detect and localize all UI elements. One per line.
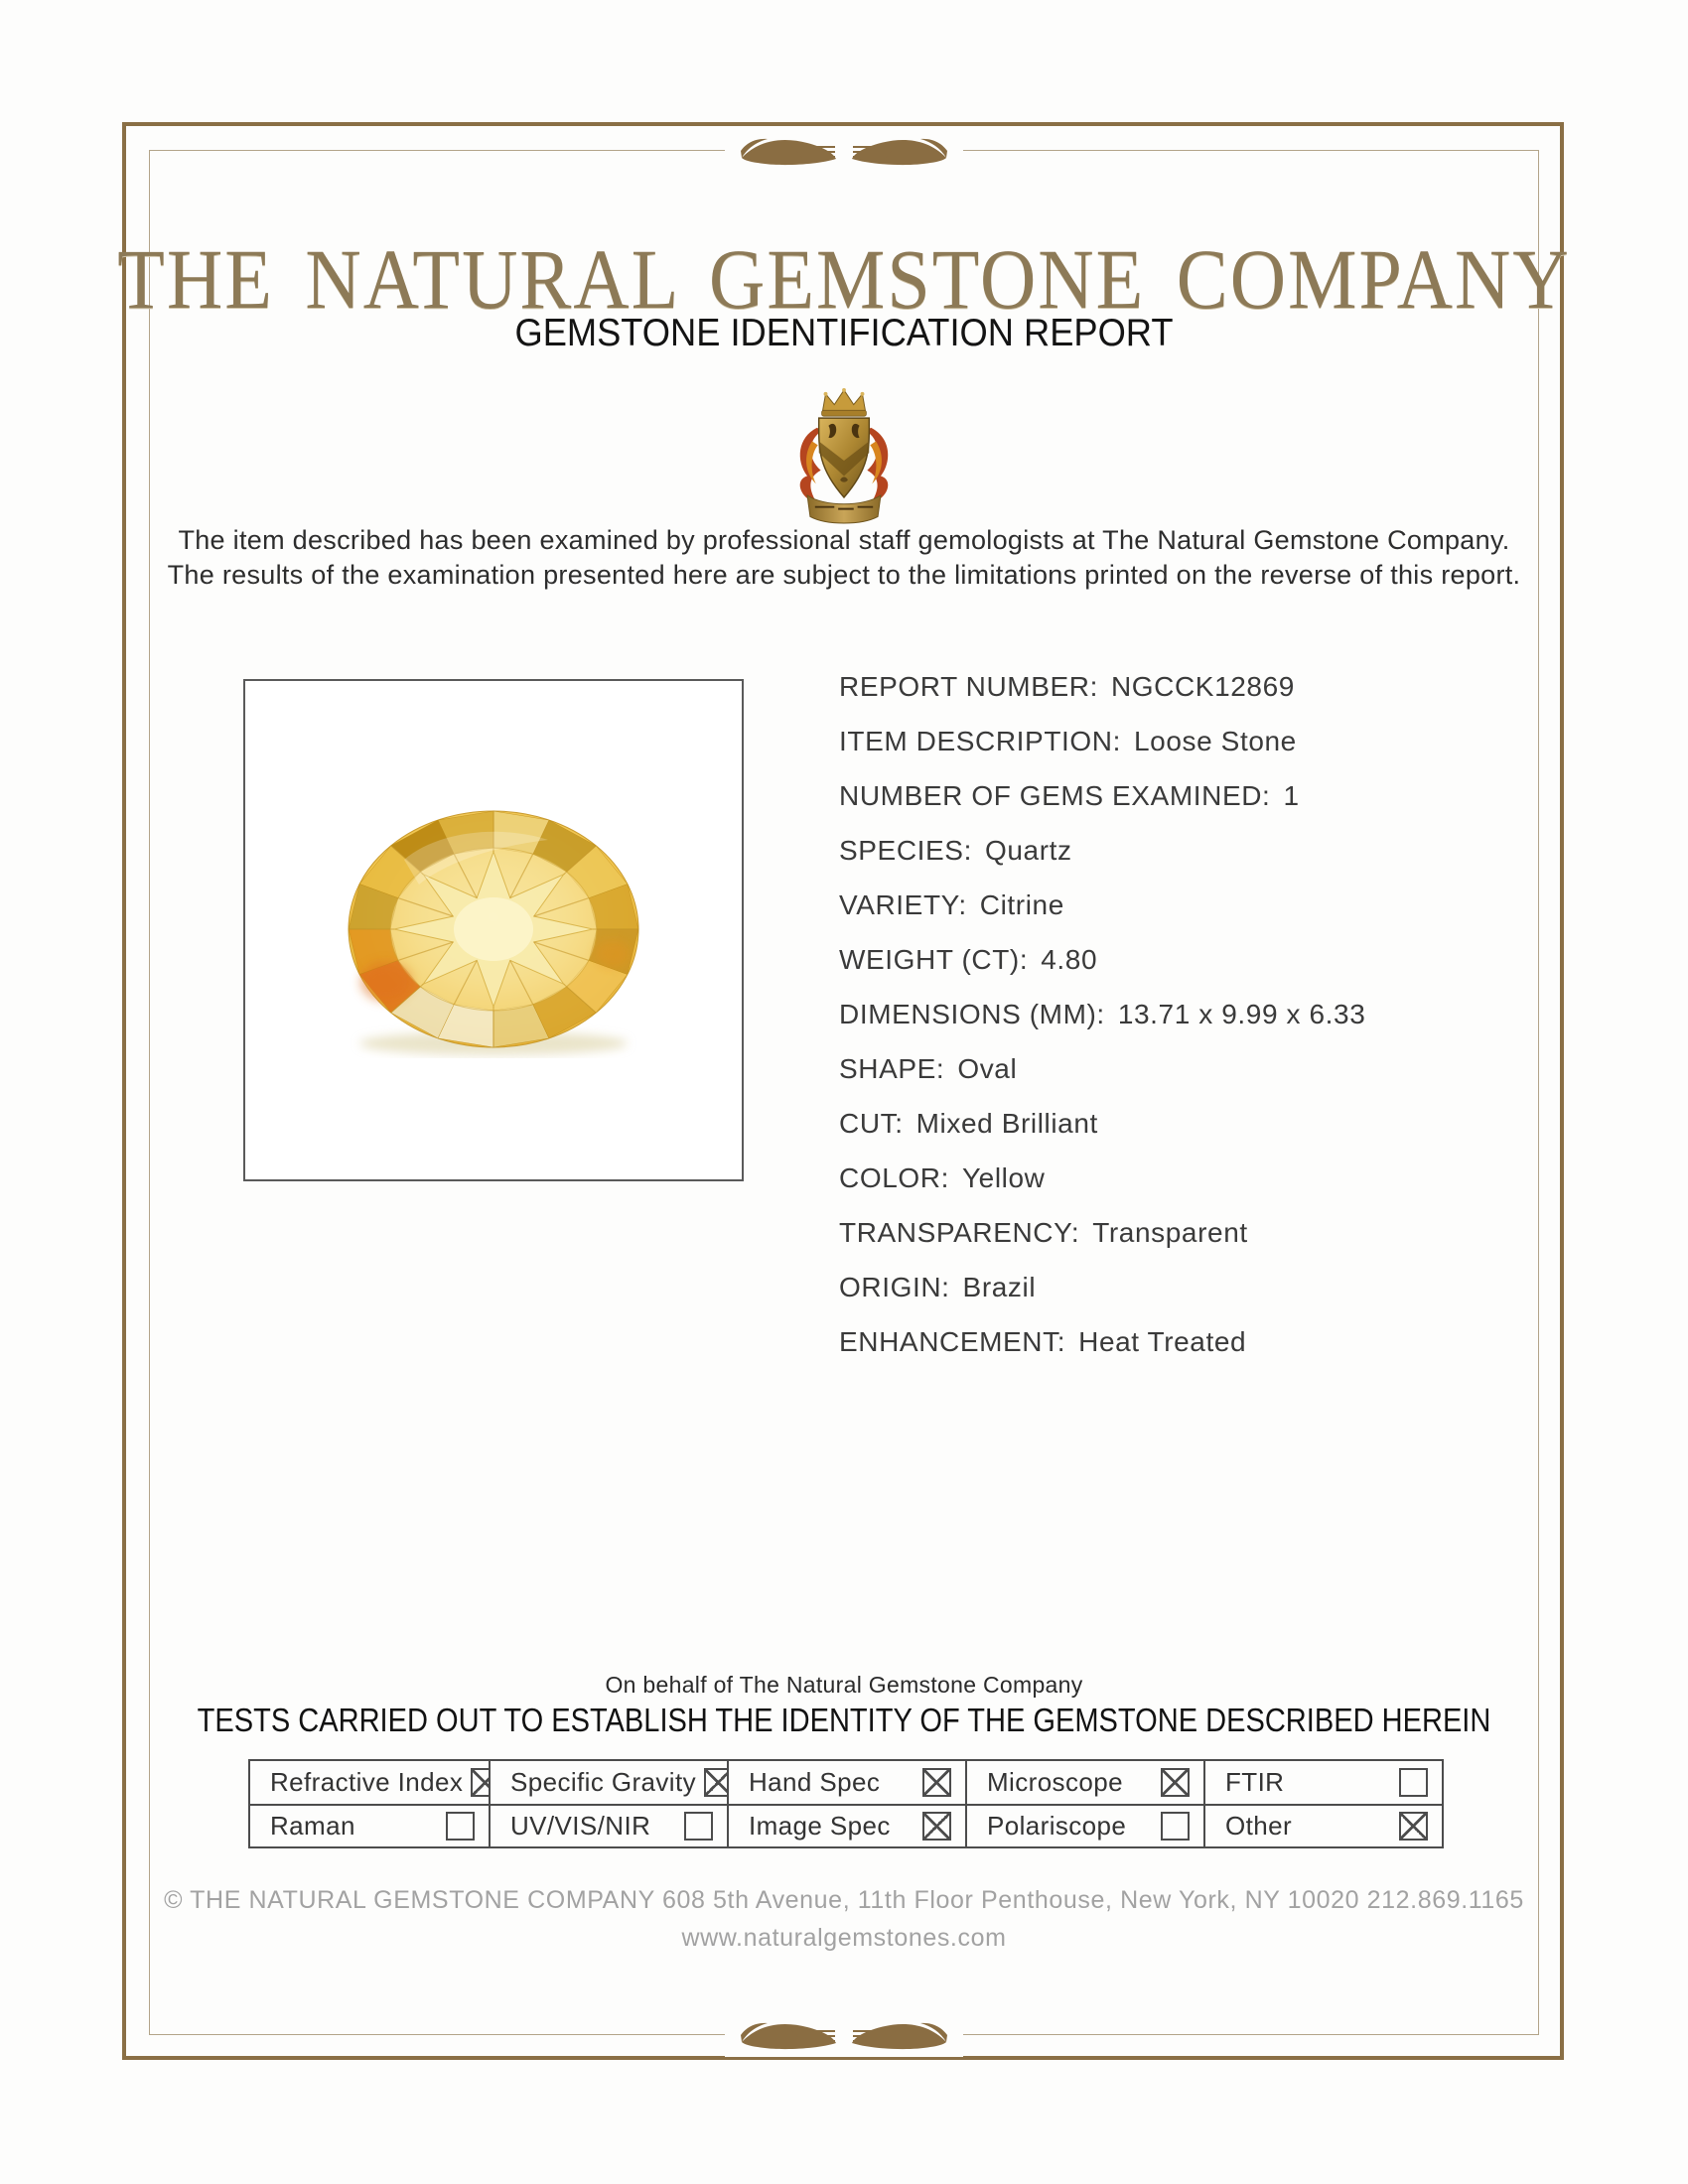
- detail-label: NUMBER OF GEMS EXAMINED:: [839, 779, 1271, 811]
- intro-line-1: The item described has been examined by …: [178, 525, 1510, 555]
- checkbox-icon: [1161, 1812, 1190, 1841]
- detail-value: Mixed Brilliant: [915, 1107, 1098, 1139]
- tests-heading: TESTS CARRIED OUT TO ESTABLISH THE IDENT…: [197, 1702, 1491, 1738]
- detail-value: Brazil: [962, 1271, 1037, 1302]
- detail-label: ORIGIN:: [839, 1271, 950, 1302]
- test-label: Refractive Index: [270, 1767, 464, 1797]
- top-flourish-ornament: [725, 129, 963, 173]
- detail-value: NGCCK12869: [1110, 670, 1295, 702]
- detail-row-variety: VARIETY: Citrine: [839, 878, 1365, 932]
- detail-row-enhancement: ENHANCEMENT: Heat Treated: [839, 1314, 1365, 1369]
- company-name-title: THE NATURAL GEMSTONE COMPANY: [117, 231, 1571, 327]
- detail-label: SHAPE:: [839, 1052, 945, 1084]
- detail-row-shape: SHAPE: Oval: [839, 1041, 1365, 1096]
- checkbox-icon: [1161, 1768, 1190, 1797]
- test-label: UV/VIS/NIR: [510, 1811, 651, 1841]
- detail-value: Quartz: [984, 834, 1072, 866]
- checkbox-icon: [1399, 1812, 1428, 1841]
- detail-row-report-number: REPORT NUMBER: NGCCK12869: [839, 659, 1365, 714]
- detail-label: COLOR:: [839, 1161, 949, 1193]
- report-title: GEMSTONE IDENTIFICATION REPORT: [514, 312, 1174, 354]
- test-cell-polariscope: Polariscope: [965, 1804, 1203, 1846]
- checkbox-icon: [446, 1812, 475, 1841]
- footer-website: www.naturalgemstones.com: [681, 1924, 1007, 1952]
- detail-row-color: COLOR: Yellow: [839, 1151, 1365, 1205]
- test-label: Polariscope: [987, 1811, 1127, 1841]
- outer-frame-border: [122, 122, 1564, 2060]
- detail-value: 13.71 x 9.99 x 6.33: [1117, 998, 1366, 1029]
- checkbox-icon: [704, 1768, 727, 1797]
- detail-label: REPORT NUMBER:: [839, 670, 1098, 702]
- test-cell-raman: Raman: [250, 1804, 489, 1846]
- test-cell-ftir: FTIR: [1203, 1761, 1442, 1804]
- detail-row-species: SPECIES: Quartz: [839, 823, 1365, 878]
- tests-table: Refractive Index Specific Gravity Hand S…: [248, 1759, 1444, 1848]
- test-label: Raman: [270, 1811, 355, 1841]
- detail-label: VARIETY:: [839, 888, 967, 920]
- intro-statement: The item described has been examined by …: [0, 523, 1688, 593]
- detail-value: Loose Stone: [1134, 725, 1297, 756]
- test-label: Specific Gravity: [510, 1767, 697, 1797]
- checkbox-icon: [471, 1768, 489, 1797]
- swirl-ornament-icon: [741, 2022, 947, 2050]
- swirl-ornament-icon: [741, 138, 947, 166]
- test-label: Image Spec: [749, 1811, 891, 1841]
- detail-value: Oval: [957, 1052, 1018, 1084]
- detail-label: ITEM DESCRIPTION:: [839, 725, 1121, 756]
- detail-label: SPECIES:: [839, 834, 972, 866]
- test-cell-refractive-index: Refractive Index: [250, 1761, 489, 1804]
- detail-label: WEIGHT (CT):: [839, 943, 1029, 975]
- detail-row-number-of-gems: NUMBER OF GEMS EXAMINED: 1: [839, 768, 1365, 823]
- checkbox-icon: [922, 1768, 951, 1797]
- footer-address: © THE NATURAL GEMSTONE COMPANY 608 5th A…: [164, 1886, 1524, 1914]
- test-cell-uv-vis-nir: UV/VIS/NIR: [489, 1804, 727, 1846]
- detail-value: 1: [1283, 779, 1300, 811]
- test-label: Microscope: [987, 1767, 1123, 1797]
- gemstone-photo: [243, 679, 744, 1181]
- detail-row-weight: WEIGHT (CT): 4.80: [839, 932, 1365, 987]
- detail-row-item-description: ITEM DESCRIPTION: Loose Stone: [839, 714, 1365, 768]
- test-label: Other: [1225, 1811, 1293, 1841]
- report-details: REPORT NUMBER: NGCCK12869 ITEM DESCRIPTIO…: [839, 659, 1365, 1369]
- test-cell-microscope: Microscope: [965, 1761, 1203, 1804]
- detail-row-dimensions: DIMENSIONS (MM): 13.71 x 9.99 x 6.33: [839, 987, 1365, 1041]
- detail-value: Transparent: [1092, 1216, 1248, 1248]
- detail-value: Yellow: [961, 1161, 1046, 1193]
- test-cell-image-spec: Image Spec: [727, 1804, 965, 1846]
- detail-row-origin: ORIGIN: Brazil: [839, 1260, 1365, 1314]
- test-cell-other: Other: [1203, 1804, 1442, 1846]
- checkbox-icon: [684, 1812, 713, 1841]
- company-crest-logo: [799, 387, 889, 524]
- test-label: FTIR: [1225, 1767, 1285, 1797]
- detail-label: CUT:: [839, 1107, 904, 1139]
- detail-row-cut: CUT: Mixed Brilliant: [839, 1096, 1365, 1151]
- detail-label: TRANSPARENCY:: [839, 1216, 1080, 1248]
- on-behalf-line: On behalf of The Natural Gemstone Compan…: [605, 1672, 1083, 1698]
- detail-label: DIMENSIONS (MM):: [839, 998, 1105, 1029]
- citrine-gem-image: [348, 810, 639, 1055]
- detail-value: 4.80: [1041, 943, 1098, 975]
- test-cell-hand-spec: Hand Spec: [727, 1761, 965, 1804]
- detail-row-transparency: TRANSPARENCY: Transparent: [839, 1205, 1365, 1260]
- test-label: Hand Spec: [749, 1767, 881, 1797]
- bottom-flourish-ornament: [725, 2013, 963, 2057]
- detail-label: ENHANCEMENT:: [839, 1325, 1066, 1357]
- checkbox-icon: [922, 1812, 951, 1841]
- test-cell-specific-gravity: Specific Gravity: [489, 1761, 727, 1804]
- detail-value: Citrine: [979, 888, 1064, 920]
- checkbox-icon: [1399, 1768, 1428, 1797]
- intro-line-2: The results of the examination presented…: [167, 560, 1521, 590]
- detail-value: Heat Treated: [1078, 1325, 1247, 1357]
